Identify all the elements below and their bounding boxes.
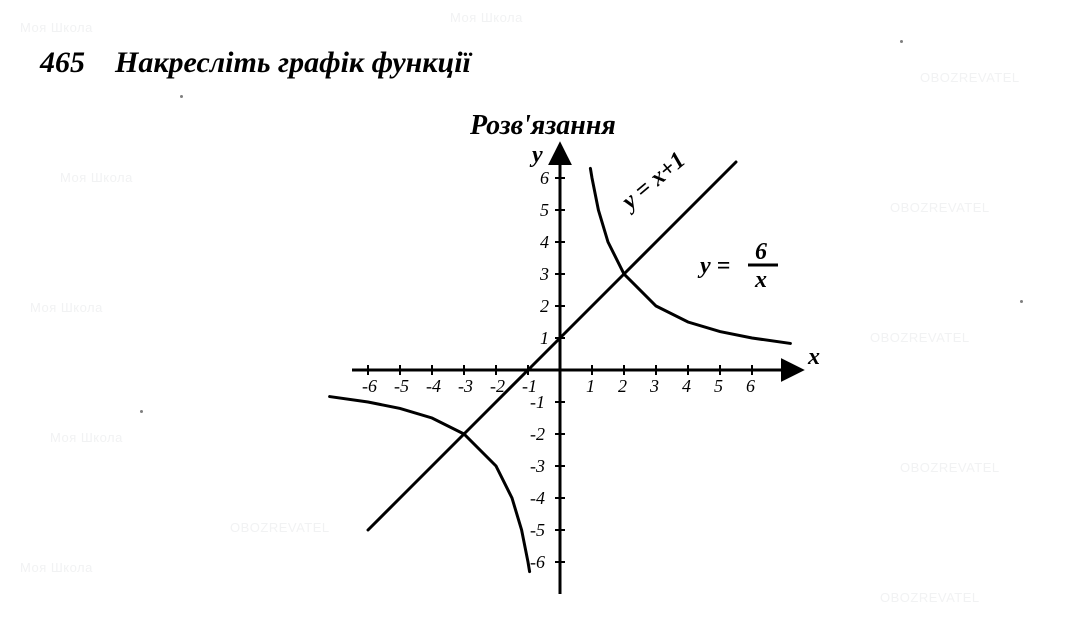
x-tick-label: -6	[362, 376, 377, 396]
solution-heading: Розв'язання	[470, 110, 616, 142]
x-tick-label: 6	[746, 376, 755, 396]
watermark-text: Моя Школа	[20, 560, 93, 575]
watermark-text: Моя Школа	[50, 430, 123, 445]
label-hyperbola-den: x	[754, 267, 767, 293]
label-line: y = x+1	[615, 147, 691, 216]
y-tick-label: -5	[530, 520, 545, 540]
y-tick-label: 3	[539, 264, 549, 284]
y-axis-label: y	[529, 142, 543, 168]
watermark-text: OBOZREVATEL	[920, 70, 1020, 85]
curve-line	[368, 162, 736, 530]
y-tick-label: -6	[530, 552, 545, 572]
y-tick-label: -2	[530, 424, 545, 444]
x-tick-label: -4	[426, 376, 441, 396]
noise-dot	[140, 410, 143, 413]
y-tick-label: -1	[530, 392, 545, 412]
x-tick-label: 1	[586, 376, 595, 396]
problem-title: 465 Накресліть графік функції	[40, 46, 471, 80]
x-tick-label: 5	[714, 376, 723, 396]
y-tick-label: -4	[530, 488, 545, 508]
curve-hyperbola-left	[330, 397, 530, 572]
problem-number: 465	[40, 46, 85, 79]
watermark-text: Моя Школа	[20, 20, 93, 35]
y-tick-label: -3	[530, 456, 545, 476]
x-tick-label: -2	[490, 376, 505, 396]
x-tick-label: 4	[682, 376, 691, 396]
noise-dot	[900, 40, 903, 43]
x-tick-label: 3	[649, 376, 659, 396]
noise-dot	[180, 95, 183, 98]
label-hyperbola-num: 6	[755, 239, 767, 265]
y-tick-label: 5	[540, 200, 549, 220]
y-tick-label: 2	[540, 296, 549, 316]
x-axis-label: x	[807, 344, 820, 370]
x-tick-label: -3	[458, 376, 473, 396]
watermark-text: Моя Школа	[60, 170, 133, 185]
watermark-text: Моя Школа	[450, 10, 523, 25]
x-tick-label: -5	[394, 376, 409, 396]
y-tick-label: 4	[540, 232, 549, 252]
graph-svg: xy-6-5-4-3-2-1123456-6-5-4-3-2-1123456y …	[300, 150, 920, 620]
label-hyperbola: y =	[697, 253, 730, 279]
noise-dot	[1020, 300, 1023, 303]
problem-title-text: Накресліть графік функції	[115, 46, 471, 79]
function-graph: xy-6-5-4-3-2-1123456-6-5-4-3-2-1123456y …	[300, 150, 920, 620]
y-tick-label: 6	[540, 168, 549, 188]
x-tick-label: 2	[618, 376, 627, 396]
y-tick-label: 1	[540, 328, 549, 348]
watermark-text: Моя Школа	[30, 300, 103, 315]
